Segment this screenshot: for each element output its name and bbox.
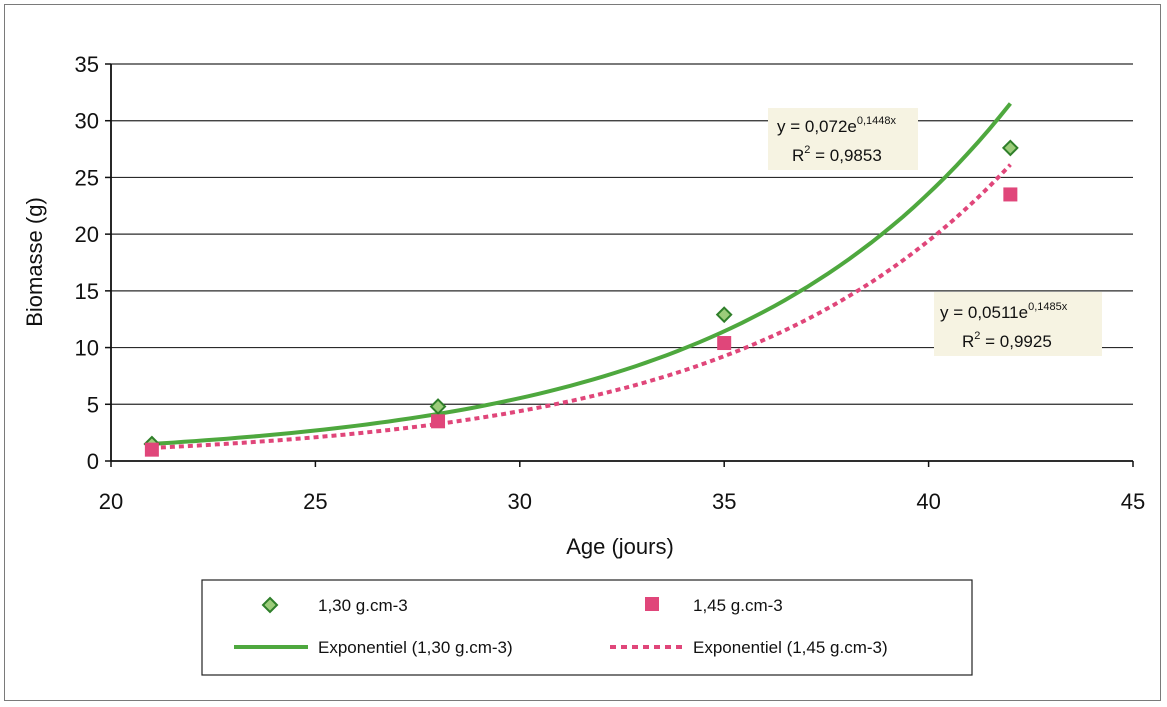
legend-item-series-1: 1,30 g.cm-3	[261, 596, 408, 615]
data-points	[143, 139, 1019, 457]
data-point-series-1	[429, 398, 447, 415]
trendline-equation-1: y = 0,072e0,1448x R2 = 0,9853	[768, 108, 918, 170]
legend-item-trend-1: Exponentiel (1,30 g.cm-3)	[234, 638, 513, 657]
y-tick-label: 35	[75, 52, 99, 77]
data-point-series-2	[1003, 187, 1018, 202]
svg-text:R2 = 0,9853: R2 = 0,9853	[792, 144, 882, 165]
x-tick-label: 45	[1121, 489, 1145, 514]
trendline-1	[151, 102, 1012, 446]
equation-1-background	[768, 108, 918, 170]
legend-item-trend-2: Exponentiel (1,45 g.cm-3)	[610, 638, 888, 657]
y-tick-label: 20	[75, 222, 99, 247]
y-axis-title: Biomasse (g)	[22, 197, 47, 327]
data-point-series-1	[715, 306, 733, 324]
y-tick-label: 0	[87, 449, 99, 474]
y-tick-label: 5	[87, 392, 99, 417]
equation-1-r2-superscript: 2	[804, 144, 810, 156]
x-tick-label: 40	[916, 489, 940, 514]
legend: 1,30 g.cm-3 1,45 g.cm-3 Exponentiel (1,3…	[201, 579, 973, 676]
svg-text:y = 0,072e0,1448x: y = 0,072e0,1448x	[777, 115, 897, 136]
equation-2-r2-label: R	[962, 332, 974, 351]
y-tick-label: 15	[75, 279, 99, 304]
legend-box	[201, 579, 973, 676]
equation-1-r2-value: = 0,9853	[810, 146, 881, 165]
y-tick-label: 10	[75, 336, 99, 361]
equation-1-r2-label: R	[792, 146, 804, 165]
data-point-series-1	[1001, 139, 1019, 157]
x-tick-label: 20	[99, 489, 123, 514]
trendline-equation-2: y = 0,0511e0,1485x R2 = 0,9925	[934, 292, 1102, 356]
legend-square-marker	[645, 597, 659, 611]
legend-label-trend-2: Exponentiel (1,45 g.cm-3)	[693, 638, 888, 657]
data-point-series-2	[431, 414, 446, 429]
y-tick-labels: 0 5 10 15 20 25 30 35	[75, 52, 99, 474]
y-tick-label: 30	[75, 109, 99, 134]
axes	[105, 63, 1134, 467]
legend-item-series-2: 1,45 g.cm-3	[645, 596, 783, 615]
x-tick-label: 30	[508, 489, 532, 514]
svg-text:R2 = 0,9925: R2 = 0,9925	[962, 330, 1052, 351]
data-point-series-2	[144, 442, 159, 457]
equation-2-r2-value: = 0,9925	[980, 332, 1051, 351]
legend-label-series-1: 1,30 g.cm-3	[318, 596, 408, 615]
trendlines	[151, 102, 1012, 450]
equation-2-background	[934, 292, 1102, 356]
legend-label-trend-1: Exponentiel (1,30 g.cm-3)	[318, 638, 513, 657]
y-tick-label: 25	[75, 165, 99, 190]
x-tick-label: 25	[303, 489, 327, 514]
equation-2-exponent: 0,1485x	[1028, 301, 1068, 313]
equation-2-r2-superscript: 2	[974, 330, 980, 342]
equation-1-exponent: 0,1448x	[857, 115, 897, 127]
svg-text:y = 0,0511e0,1485x: y = 0,0511e0,1485x	[940, 301, 1068, 322]
data-point-series-2	[717, 336, 732, 351]
trendline-2	[151, 163, 1012, 450]
x-axis-title: Age (jours)	[566, 534, 674, 559]
x-tick-label: 35	[712, 489, 736, 514]
x-tick-labels: 20 25 30 35 40 45	[99, 489, 1145, 514]
equation-1-text: y = 0,072e	[777, 117, 857, 136]
legend-label-series-2: 1,45 g.cm-3	[693, 596, 783, 615]
equation-2-text: y = 0,0511e	[940, 303, 1028, 322]
legend-diamond-marker	[261, 596, 279, 614]
